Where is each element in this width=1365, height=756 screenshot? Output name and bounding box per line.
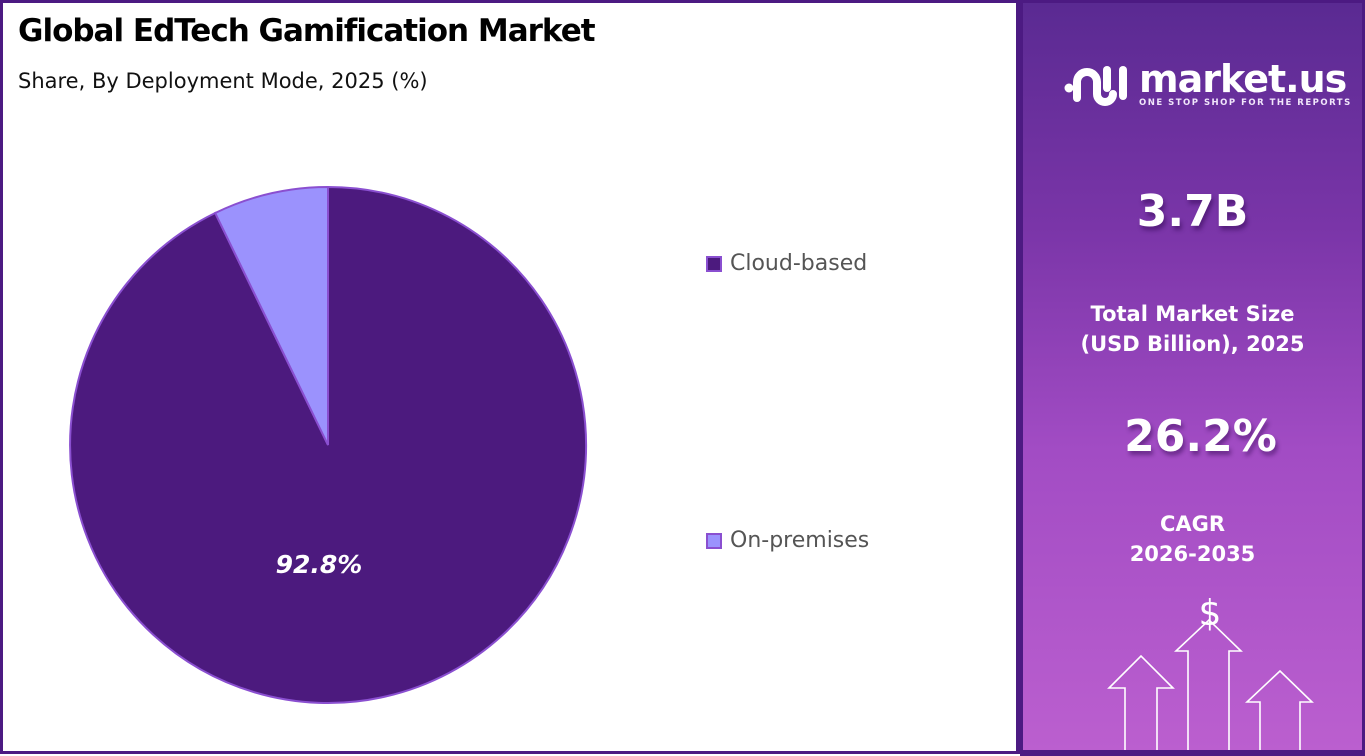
chart-panel: Global EdTech Gamification Market Share,… xyxy=(0,0,1020,754)
legend-swatch-cloud-based xyxy=(706,255,722,272)
chart-title: Global EdTech Gamification Market xyxy=(18,13,596,49)
legend-item-cloud-based[interactable]: Cloud-based xyxy=(706,251,867,276)
legend-swatch-on-premises xyxy=(706,532,722,549)
legend-item-on-premises[interactable]: On-premises xyxy=(706,528,869,553)
cagr-label: CAGR 2026-2035 xyxy=(1023,509,1362,569)
legend-label: On-premises xyxy=(730,528,870,553)
stats-sidebar: market.us ONE STOP SHOP FOR THE REPORTS … xyxy=(1020,0,1365,756)
market-size-label-line2: (USD Billion), 2025 xyxy=(1080,332,1305,356)
cagr-label-line1: CAGR xyxy=(1159,512,1226,536)
market-size-value: 3.7B xyxy=(1136,186,1249,237)
market-size-label-line1: Total Market Size xyxy=(1090,302,1295,326)
cagr-value: 26.2% xyxy=(1124,411,1277,462)
pie-chart: 92.8% xyxy=(69,185,588,704)
cagr-label-line2: 2026-2035 xyxy=(1129,542,1256,566)
growth-arrows-icon: $ xyxy=(1107,593,1314,750)
pie-label-cloud-based: 92.8% xyxy=(276,550,363,579)
brand-name: market.us xyxy=(1139,57,1347,101)
brand-tagline: ONE STOP SHOP FOR THE REPORTS xyxy=(1139,98,1352,108)
market-size-label: Total Market Size (USD Billion), 2025 xyxy=(1023,299,1362,359)
chart-subtitle: Share, By Deployment Mode, 2025 (%) xyxy=(18,69,428,93)
legend-label: Cloud-based xyxy=(730,251,868,276)
brand-logo[interactable]: market.us ONE STOP SHOP FOR THE REPORTS xyxy=(1063,58,1352,110)
market-us-logo-icon xyxy=(1064,66,1127,106)
pie-slice-on-premises[interactable] xyxy=(213,185,329,446)
